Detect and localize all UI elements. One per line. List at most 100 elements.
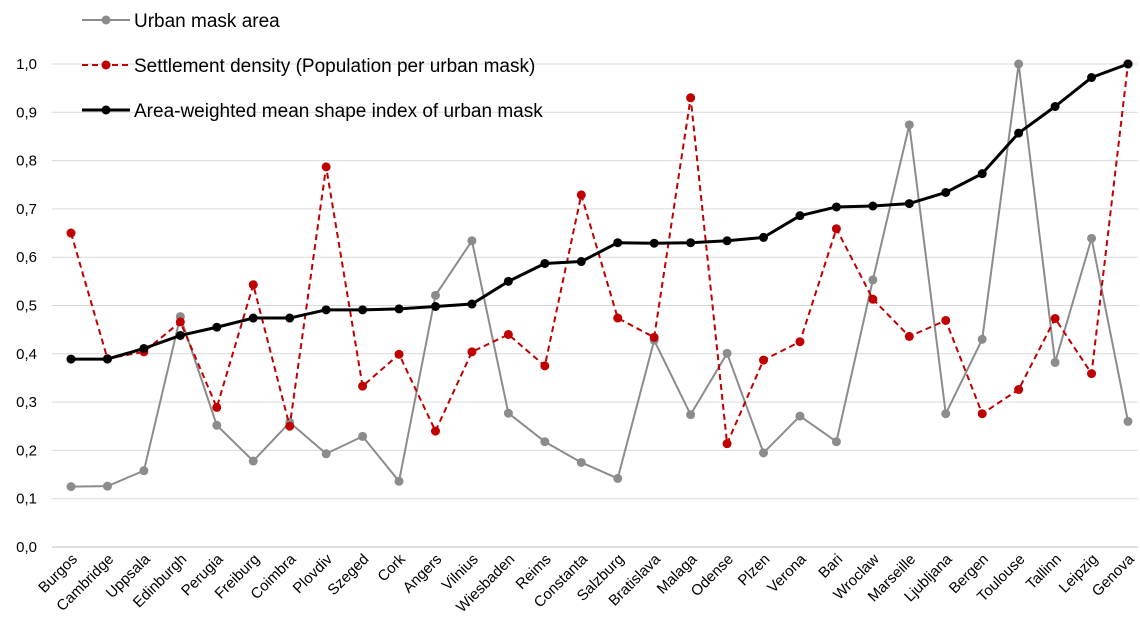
y-tick-label: 0,0 [16,539,37,556]
series-lines [66,59,1133,492]
data-point [1087,369,1097,379]
data-point [321,162,331,172]
data-point [102,354,112,364]
data-point [394,349,404,359]
data-point [613,313,623,323]
data-point [1123,59,1133,69]
data-point [977,409,987,419]
data-point [1050,357,1060,367]
legend-label: Urban mask area [134,11,280,32]
data-point [759,232,769,242]
data-point [576,457,586,467]
data-point [941,409,951,419]
data-point [430,290,440,300]
data-point [321,449,331,459]
data-point [795,337,805,347]
data-point [904,331,914,341]
data-point [941,315,951,325]
x-tick-label: Angers [400,551,446,597]
data-point [613,473,623,483]
data-point [686,238,696,248]
legend-marker [101,60,111,70]
series-3 [66,59,1133,364]
data-point [285,313,295,323]
data-point [1087,233,1097,243]
y-tick-label: 0,2 [16,442,37,459]
data-point [1014,59,1024,69]
series-line [71,62,1129,361]
series-line [70,63,1129,488]
data-point [540,437,550,447]
data-point [831,224,841,234]
data-point [394,476,404,486]
data-point [649,238,659,248]
legend-item: Urban mask area [82,11,280,32]
data-point [503,408,513,418]
data-point [285,421,295,431]
y-tick-label: 0,5 [16,298,37,315]
data-point [868,201,878,211]
y-tick-label: 0,8 [16,153,37,170]
data-point [941,187,951,197]
data-point [977,169,987,179]
data-point [576,190,586,200]
data-point [795,411,805,421]
data-point [722,439,732,449]
data-point [1087,73,1097,83]
x-tick-label: Bari [815,551,846,582]
data-point [212,322,222,332]
y-tick-label: 0,7 [16,201,37,218]
data-point [795,211,805,221]
data-point [977,334,987,344]
data-point [430,426,440,436]
data-point [212,420,222,430]
data-point [175,317,185,327]
x-tick-label: Szeged [324,551,372,599]
data-point [248,280,258,290]
data-point [467,299,477,309]
data-point [868,294,878,304]
data-point [831,202,841,212]
data-point [1014,128,1024,138]
data-point [503,329,513,339]
data-point [503,276,513,286]
x-tick-label: Verona [764,550,810,596]
data-point [139,343,149,353]
data-point [722,236,732,246]
data-point [430,301,440,311]
data-point [576,257,586,267]
data-point [358,431,368,441]
data-point [66,228,76,238]
y-axis-ticks: 0,0 0,1 0,2 0,3 0,4 0,5 0,6 0,7 0,8 0,9 1,0 [16,56,37,556]
data-point [139,466,149,476]
y-tick-label: 1,0 [16,56,37,73]
data-point [540,361,550,371]
data-point [759,355,769,365]
legend-item: Settlement density (Population per urban… [82,56,535,77]
data-point [1050,102,1060,112]
data-point [686,410,696,420]
y-tick-label: 0,9 [16,104,37,121]
data-point [66,482,76,492]
legend: Urban mask area Settlement density (Popul… [82,11,543,122]
data-point [831,437,841,447]
series-1 [66,59,1133,492]
data-point [358,381,368,391]
legend-marker [101,15,111,25]
data-point [358,305,368,315]
data-point [102,481,112,491]
data-point [904,120,914,130]
data-point [321,305,331,315]
data-point [613,238,623,248]
data-point [248,456,258,466]
data-point [1014,385,1024,395]
legend-marker [101,105,111,115]
y-tick-label: 0,6 [16,249,37,266]
y-tick-label: 0,1 [16,491,37,508]
data-point [248,313,258,323]
legend-label: Settlement density (Population per urban… [134,56,535,77]
data-point [394,304,404,314]
y-tick-label: 0,4 [16,346,37,363]
